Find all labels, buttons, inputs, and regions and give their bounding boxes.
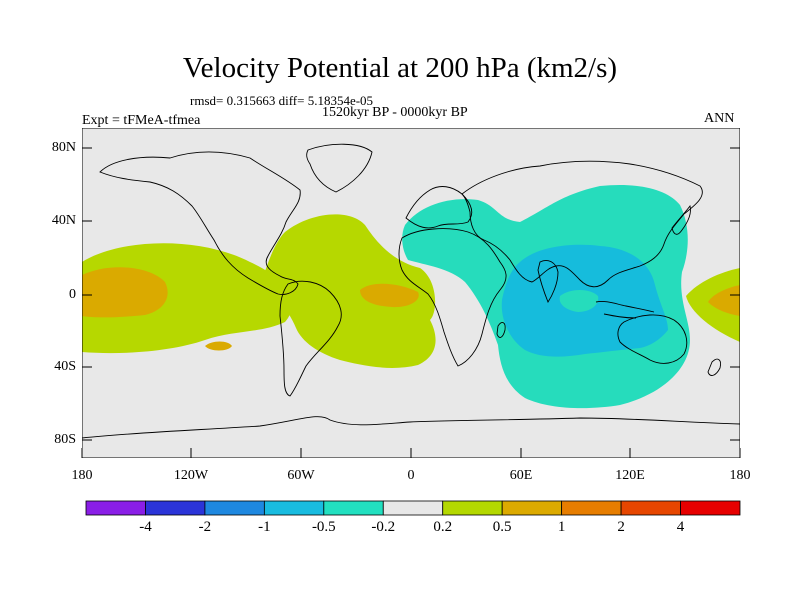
axis-ticks [81,147,741,458]
positive-region-atlantic [262,214,436,368]
y-label-80s: 80S [54,432,76,447]
x-label-180w: 180 [71,468,93,483]
colorbar-label: -2 [198,519,212,535]
colorbar-label: 0.2 [433,519,453,535]
colorbar-swatch [680,500,741,516]
experiment-label: Expt = tFMeA-tfmea [82,113,201,128]
colorbar-label: -0.5 [311,519,336,535]
positive-strong-region-atlantic [360,283,419,308]
coastlines [82,143,740,439]
colorbar-label: 1 [557,519,566,535]
stats-text: rmsd= 0.315663 diff= 5.18354e-05 [190,93,374,108]
x-label-0: 0 [407,468,415,483]
positive-strong-region-west-pacific [708,285,740,316]
colorbar-label: -0.2 [371,519,396,535]
colorbar-swatch [561,500,622,516]
x-label-120w: 120W [173,468,209,483]
colorbar-swatch [263,500,325,516]
colorbar-swatch [620,500,681,516]
period-text: 1520kyr BP - 0000kyr BP [322,105,468,120]
map-title: Velocity Potential at 200 hPa (km2/s) [182,52,618,84]
colorbar-swatch [323,500,384,516]
colorbar-label: -1 [258,519,271,535]
colorbar [85,500,741,516]
colorbar-swatch [442,500,503,516]
y-label-40s: 40S [54,359,76,374]
y-label-40n: 40N [51,213,76,228]
colorbar-swatch [501,500,563,516]
colorbar-label: 2 [617,519,625,535]
colorbar-swatch [85,500,146,516]
y-label-0: 0 [69,287,76,302]
colorbar-label: -4 [139,519,152,535]
map-field [82,128,740,458]
x-label-120e: 120E [615,468,645,483]
colorbar-swatch [204,500,265,516]
x-label-60w: 60W [287,468,315,483]
positive-strong-region-south [205,341,232,351]
colorbar-swatch [145,500,206,516]
negative-region-inner [559,290,599,312]
y-label-80n: 80N [51,140,76,155]
season-label: ANN [704,111,735,126]
colorbar-label: 0.5 [492,519,512,535]
x-label-60e: 60E [509,468,533,483]
x-label-180e: 180 [729,468,751,483]
colorbar-label: 4 [676,519,685,535]
colorbar-swatch [382,500,444,516]
positive-strong-region-pacific [82,267,168,318]
